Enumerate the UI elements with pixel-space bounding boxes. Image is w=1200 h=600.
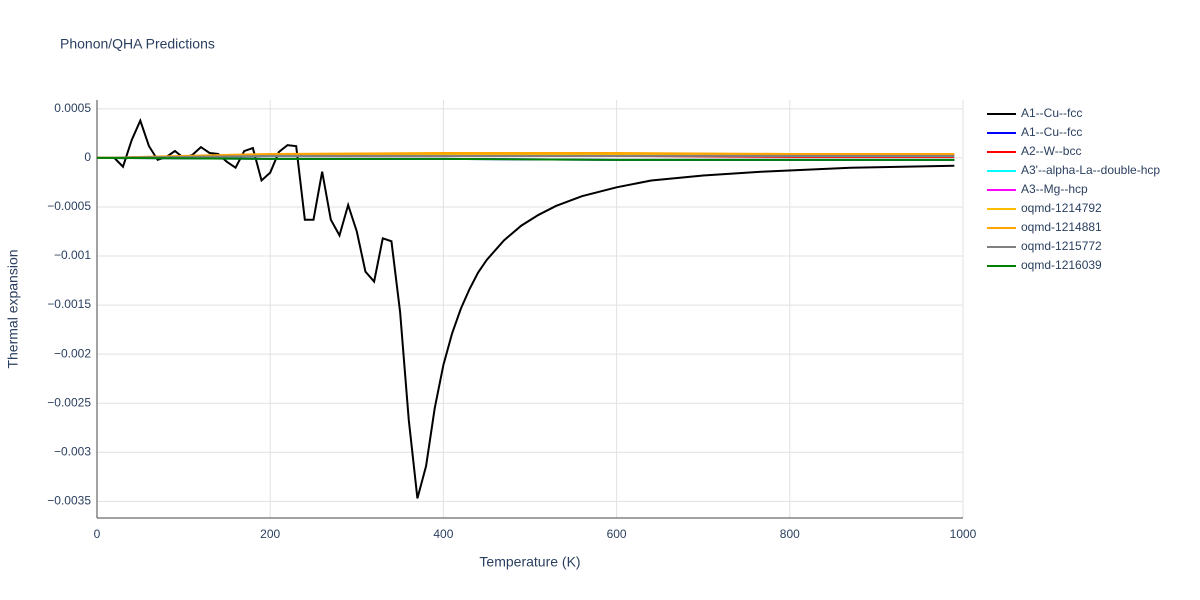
- y-tick-label: −0.001: [54, 248, 91, 262]
- x-tick-label: 600: [607, 527, 627, 541]
- legend-label: A1--Cu--fcc: [1021, 106, 1082, 120]
- x-tick-label: 800: [780, 527, 800, 541]
- y-tick-label: −0.0035: [47, 493, 91, 507]
- y-tick-label: 0.0005: [54, 101, 91, 115]
- legend-label: oqmd-1215772: [1021, 239, 1102, 253]
- y-tick-label: −0.0025: [47, 395, 91, 409]
- legend-label: oqmd-1214881: [1021, 220, 1102, 234]
- legend-label: A3--Mg--hcp: [1021, 182, 1088, 196]
- series-line: [96, 154, 955, 159]
- legend-label: A2--W--bcc: [1021, 144, 1081, 158]
- y-axis-title: Thermal expansion: [5, 249, 21, 368]
- y-tick-label: 0: [84, 150, 91, 164]
- chart-title: Phonon/QHA Predictions: [60, 36, 215, 52]
- legend-label: oqmd-1216039: [1021, 258, 1102, 272]
- y-tick-label: −0.002: [54, 346, 91, 360]
- x-tick-label: 0: [94, 527, 101, 541]
- x-tick-label: 400: [433, 527, 453, 541]
- y-tick-label: −0.0005: [47, 199, 91, 213]
- y-tick-label: −0.003: [54, 444, 91, 458]
- series-line: [97, 117, 955, 499]
- y-tick-label: −0.0015: [47, 297, 91, 311]
- x-axis-title: Temperature (K): [479, 554, 580, 570]
- legend-label: oqmd-1214792: [1021, 201, 1102, 215]
- series-line: [96, 151, 955, 159]
- series-line: [96, 156, 955, 161]
- x-tick-label: 200: [260, 527, 280, 541]
- legend-label: A3'--alpha-La--double-hcp: [1021, 163, 1160, 177]
- x-tick-label: 1000: [950, 527, 977, 541]
- legend-label: A1--Cu--fcc: [1021, 125, 1082, 139]
